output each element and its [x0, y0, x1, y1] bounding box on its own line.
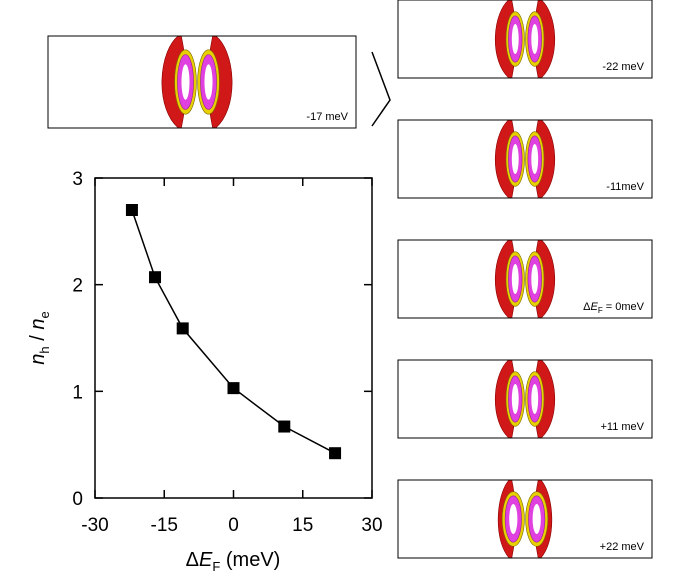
data-point: [176, 322, 189, 335]
panel-frame: [397, 119, 653, 199]
panel-label: ΔEF = 0meV: [583, 301, 645, 315]
panel-label: -11meV: [606, 181, 644, 193]
data-point: [227, 382, 240, 395]
y-tick-label: 1: [72, 382, 83, 403]
y-label-part: e: [37, 311, 52, 318]
panel-label: +22 meV: [600, 541, 645, 553]
panel-frame: [397, 0, 653, 79]
bracket: [371, 51, 391, 127]
hole-pocket-gap: [511, 263, 519, 295]
x-tick-label: -30: [81, 515, 108, 536]
x-label-part: (meV): [220, 549, 280, 571]
y-label-part: n: [27, 319, 49, 330]
panel-label: +11 meV: [600, 421, 644, 433]
fermi-surface: [494, 360, 556, 438]
fermi-surface: [497, 480, 553, 558]
fermi-surface: [494, 240, 556, 318]
fermi-surface: [494, 0, 556, 78]
panel-label: -22 meV: [602, 61, 644, 73]
hole-pocket-gap: [204, 64, 213, 100]
x-tick-label: 15: [292, 515, 313, 536]
x-tick-label: 30: [361, 515, 382, 536]
data-point: [125, 204, 138, 216]
data-point: [329, 447, 342, 460]
hole-pocket-gap: [511, 143, 519, 175]
hole-pocket-gap: [531, 143, 539, 175]
y-label-part: h: [37, 346, 52, 353]
panel-label-part: -11meV: [606, 181, 644, 193]
hole-pocket-gap: [511, 23, 519, 55]
panel-label-part: +11 meV: [600, 421, 644, 433]
y-tick-label: 2: [72, 276, 83, 297]
hole-pocket-gap: [531, 263, 539, 295]
x-label-part: F: [212, 559, 220, 574]
fermi-surface: [161, 36, 233, 128]
fermi-surface: [494, 120, 556, 198]
hole-pocket-gap: [511, 383, 519, 415]
panel: -17 meV: [47, 35, 357, 129]
panel-label-part: +22 meV: [600, 541, 645, 553]
panel-label-part: -17 meV: [306, 111, 348, 123]
x-tick-label: -15: [151, 515, 178, 536]
y-tick-label: 3: [72, 169, 83, 190]
panel-label-part: -22 meV: [602, 61, 644, 73]
panel: +22 meV: [397, 479, 653, 559]
panel-label-part: = 0meV: [603, 301, 645, 313]
panel-label-part: F: [598, 306, 603, 315]
hole-pocket-gap: [181, 64, 190, 100]
panel: -22 meV: [397, 0, 653, 79]
hole-pocket-gap: [509, 503, 518, 535]
y-label-part: /: [27, 330, 49, 347]
x-tick-label: 0: [228, 515, 239, 536]
panel-frame: [47, 35, 357, 129]
panel-label: -17 meV: [306, 111, 348, 123]
panel-frame: [397, 359, 653, 439]
data-line: [131, 209, 336, 454]
hole-pocket-gap: [531, 23, 539, 55]
x-label-part: E: [199, 549, 213, 571]
y-tick-label: 0: [72, 489, 83, 510]
panel-label-part: Δ: [583, 301, 591, 313]
panel: -11meV: [397, 119, 653, 199]
hole-pocket-gap: [531, 383, 539, 415]
panel: +11 meV: [397, 359, 653, 439]
x-axis-label: ΔEF (meV): [186, 549, 281, 574]
data-point: [278, 420, 291, 433]
panel-frame: [397, 479, 653, 559]
x-label-part: Δ: [186, 549, 199, 571]
y-label-part: n: [27, 354, 49, 365]
data-point: [149, 271, 162, 284]
hole-pocket-gap: [532, 503, 541, 535]
y-axis-label: nh / ne: [27, 311, 52, 364]
panel-frame: [397, 239, 653, 319]
panel-label-part: E: [590, 301, 598, 313]
panel: ΔEF = 0meV: [397, 239, 653, 319]
